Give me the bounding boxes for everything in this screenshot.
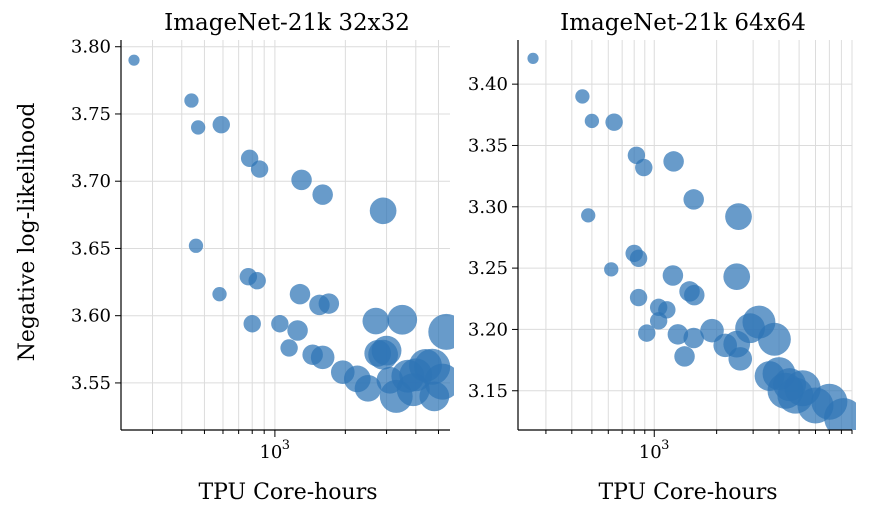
data-point — [312, 184, 333, 205]
data-point — [629, 249, 648, 268]
data-point — [725, 203, 752, 230]
data-point — [605, 113, 623, 131]
data-point — [663, 151, 684, 172]
x-tick-label: 10 — [259, 442, 282, 463]
data-point — [527, 52, 539, 64]
y-tick-label: 3.65 — [71, 238, 111, 259]
data-point — [728, 347, 753, 371]
y-tick-label: 3.70 — [71, 171, 111, 192]
data-point — [683, 189, 704, 210]
panel-title: ImageNet-21k 64x64 — [560, 10, 806, 36]
data-point — [362, 307, 390, 335]
x-tick-label-exponent: 3 — [661, 438, 669, 453]
data-point — [674, 346, 695, 367]
y-tick-label: 3.20 — [468, 319, 508, 340]
data-point — [683, 327, 704, 349]
y-tick-label: 3.30 — [468, 197, 508, 218]
data-point — [128, 54, 140, 66]
y-tick-label: 3.60 — [71, 306, 111, 327]
data-point — [191, 120, 206, 135]
data-point — [723, 263, 751, 291]
data-point — [287, 320, 308, 341]
data-point — [248, 272, 266, 290]
y-tick-label: 3.25 — [468, 258, 508, 279]
data-point — [638, 324, 656, 342]
data-point — [212, 116, 230, 134]
data-point — [604, 262, 619, 277]
data-point — [369, 197, 397, 225]
axes-spines — [120, 40, 450, 431]
data-point — [824, 398, 856, 430]
data-point — [742, 305, 776, 339]
y-tick-label: 3.80 — [71, 37, 111, 58]
axes-spines — [517, 40, 852, 431]
data-point — [354, 374, 382, 402]
data-point — [667, 324, 689, 345]
data-point — [318, 293, 340, 314]
data-point — [212, 287, 227, 302]
data-point — [291, 169, 312, 191]
data-point — [662, 265, 684, 286]
x-axis-label: TPU Core-hours — [598, 480, 777, 505]
data-point — [428, 313, 454, 350]
x-tick-label-exponent: 3 — [282, 438, 290, 453]
data-point — [280, 339, 298, 357]
data-point — [575, 89, 590, 104]
data-point — [424, 363, 454, 400]
ticks: 10 3 3.15 3.20 3.25 3.30 3.35 3.40 — [468, 74, 853, 463]
x-tick-label: 10 — [639, 442, 662, 463]
y-tick-label: 3.40 — [468, 74, 508, 95]
y-tick-label: 3.75 — [71, 104, 111, 125]
data-point — [649, 312, 668, 330]
y-axis-label: Negative log-likelihood — [15, 103, 40, 362]
data-point — [635, 158, 653, 177]
data-point — [387, 304, 418, 335]
panel-title: ImageNet-21k 32x32 — [164, 10, 410, 36]
y-tick-label: 3.55 — [71, 373, 111, 394]
data-point — [271, 315, 289, 333]
data-point — [371, 335, 402, 366]
data-points — [527, 52, 856, 430]
data-point — [396, 373, 430, 407]
y-tick-label: 3.35 — [468, 135, 508, 156]
panel-imagenet-32: ImageNet-21k 32x32 TPU Core-hours Negati… — [15, 10, 454, 505]
panel-imagenet-64: ImageNet-21k 64x64 TPU Core-hours 10 3 3.1… — [468, 10, 856, 505]
data-point — [310, 345, 335, 370]
ticks: 10 3 3.55 3.60 3.65 3.70 3.75 3.80 — [71, 37, 439, 463]
data-point — [629, 288, 648, 307]
data-point — [289, 283, 311, 305]
data-point — [243, 315, 261, 333]
data-point — [684, 284, 705, 306]
x-axis-label: TPU Core-hours — [198, 480, 377, 505]
y-tick-label: 3.15 — [468, 381, 508, 402]
data-point — [184, 93, 199, 108]
data-point — [250, 160, 269, 178]
data-points — [128, 54, 454, 413]
data-point — [584, 113, 600, 129]
data-point — [581, 208, 596, 223]
data-point — [188, 238, 204, 253]
